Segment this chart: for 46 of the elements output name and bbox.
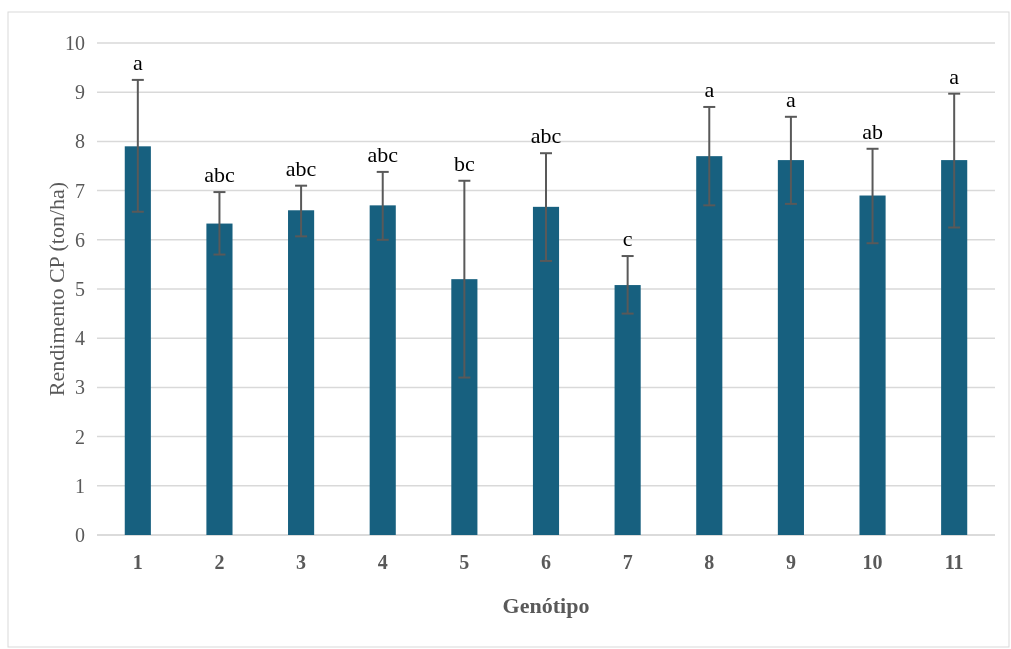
bar [532, 206, 560, 535]
x-tick-label: 3 [296, 551, 307, 573]
x-tick-label: 10 [862, 551, 883, 573]
x-tick-label: 5 [459, 551, 470, 573]
x-axis-title: Genótipo [502, 593, 590, 618]
annotation: c [622, 226, 633, 252]
annotation: a [786, 86, 797, 112]
x-tick-label: 11 [944, 551, 964, 573]
x-tick-label: 7 [622, 551, 633, 573]
y-tick-label: 2 [75, 425, 85, 448]
bar [288, 210, 315, 535]
y-tick-label: 0 [75, 524, 85, 546]
bar [696, 156, 723, 535]
annotation: abc [367, 141, 399, 167]
y-axis-title: Rendimento CP (ton/ha) [44, 181, 69, 397]
y-tick-label: 4 [75, 327, 85, 350]
annotation: ab [862, 118, 883, 144]
y-tick-label: 7 [75, 179, 85, 202]
annotation: a [132, 49, 143, 75]
y-tick-label: 5 [75, 278, 85, 300]
bar [941, 160, 968, 535]
y-tick-label: 8 [75, 130, 85, 153]
bar [777, 160, 804, 535]
bar [451, 279, 478, 535]
bar [206, 223, 233, 535]
y-tick-label: 10 [65, 32, 85, 54]
x-tick-label: 2 [214, 551, 225, 573]
x-tick-label: 6 [541, 551, 551, 573]
x-tick-label: 9 [785, 551, 796, 573]
y-tick-label: 9 [75, 81, 85, 104]
y-tick-label: 3 [75, 376, 85, 399]
bar [859, 195, 886, 535]
bar [369, 205, 396, 535]
bar [124, 146, 151, 535]
annotation: abc [530, 123, 562, 149]
annotation: a [949, 63, 960, 89]
x-tick-label: 1 [132, 551, 143, 573]
bar [614, 285, 641, 535]
annotation: bc [453, 150, 475, 176]
annotation: abc [285, 155, 317, 181]
y-tick-label: 6 [75, 228, 85, 251]
annotation: a [704, 76, 715, 102]
x-tick-label: 8 [704, 551, 715, 573]
y-tick-label: 1 [75, 474, 85, 497]
x-tick-label: 4 [377, 551, 388, 573]
annotation: abc [204, 162, 235, 188]
